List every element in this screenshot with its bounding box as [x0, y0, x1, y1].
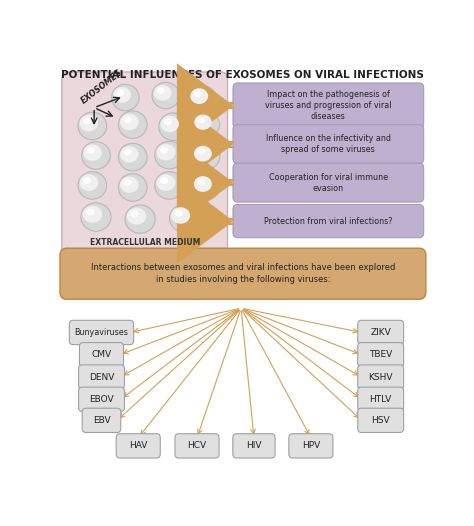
Ellipse shape: [113, 87, 131, 103]
Ellipse shape: [80, 115, 98, 132]
Text: POTENTIAL INFLUENCES OF EXOSOMES ON VIRAL INFECTIONS: POTENTIAL INFLUENCES OF EXOSOMES ON VIRA…: [62, 70, 424, 80]
Ellipse shape: [120, 176, 138, 193]
Ellipse shape: [82, 141, 110, 169]
Text: Cooperation for viral immune
evasion: Cooperation for viral immune evasion: [269, 173, 388, 193]
FancyBboxPatch shape: [358, 342, 404, 367]
Ellipse shape: [83, 145, 102, 161]
Text: KSHV: KSHV: [368, 372, 393, 381]
Ellipse shape: [155, 171, 184, 199]
Ellipse shape: [160, 147, 168, 154]
Ellipse shape: [154, 85, 172, 101]
Text: HTLV: HTLV: [370, 395, 392, 404]
FancyBboxPatch shape: [358, 320, 404, 345]
Ellipse shape: [124, 149, 132, 156]
Ellipse shape: [118, 143, 147, 171]
FancyBboxPatch shape: [82, 408, 121, 432]
Text: HAV: HAV: [129, 441, 147, 450]
Ellipse shape: [124, 116, 132, 123]
Text: CMV: CMV: [91, 350, 111, 359]
Text: ZIKV: ZIKV: [370, 328, 391, 337]
Text: TBEV: TBEV: [369, 350, 392, 359]
Text: HPV: HPV: [302, 441, 320, 450]
Ellipse shape: [155, 141, 184, 169]
Text: Interactions between exosomes and viral infections have been explored
in studies: Interactions between exosomes and viral …: [91, 264, 395, 284]
Ellipse shape: [192, 174, 220, 200]
Ellipse shape: [82, 206, 102, 222]
Ellipse shape: [120, 146, 138, 163]
Text: EBOV: EBOV: [89, 395, 114, 404]
Text: Influence on the infectivity and
spread of some viruses: Influence on the infectivity and spread …: [266, 134, 391, 154]
FancyBboxPatch shape: [80, 342, 124, 367]
Ellipse shape: [83, 177, 91, 184]
Ellipse shape: [197, 148, 205, 155]
Text: EXOSOMES: EXOSOMES: [80, 68, 124, 106]
Text: EXTRACELLULAR MEDIUM: EXTRACELLULAR MEDIUM: [91, 238, 201, 247]
FancyBboxPatch shape: [289, 434, 333, 458]
Ellipse shape: [175, 210, 183, 217]
Ellipse shape: [78, 171, 107, 199]
FancyBboxPatch shape: [358, 365, 404, 389]
FancyBboxPatch shape: [233, 163, 424, 202]
FancyBboxPatch shape: [233, 205, 424, 238]
Ellipse shape: [160, 116, 179, 132]
Ellipse shape: [160, 177, 168, 184]
FancyBboxPatch shape: [233, 434, 275, 458]
FancyBboxPatch shape: [116, 434, 160, 458]
Ellipse shape: [87, 147, 95, 154]
Ellipse shape: [171, 207, 190, 224]
Ellipse shape: [192, 143, 220, 169]
FancyBboxPatch shape: [79, 387, 125, 411]
Ellipse shape: [198, 117, 205, 123]
Text: Bunyaviruses: Bunyaviruses: [74, 328, 128, 337]
Ellipse shape: [156, 144, 175, 160]
FancyBboxPatch shape: [175, 434, 219, 458]
Ellipse shape: [127, 208, 146, 225]
Ellipse shape: [83, 117, 91, 124]
Ellipse shape: [164, 118, 172, 125]
Ellipse shape: [190, 88, 208, 104]
FancyBboxPatch shape: [358, 387, 404, 411]
Ellipse shape: [156, 175, 175, 191]
Ellipse shape: [189, 86, 216, 112]
FancyBboxPatch shape: [69, 320, 134, 345]
FancyBboxPatch shape: [233, 125, 424, 164]
Ellipse shape: [193, 112, 219, 137]
Ellipse shape: [81, 203, 111, 231]
Ellipse shape: [118, 111, 147, 138]
Ellipse shape: [86, 208, 95, 216]
Text: HSV: HSV: [371, 416, 390, 425]
Ellipse shape: [130, 210, 139, 217]
Ellipse shape: [152, 83, 180, 109]
Ellipse shape: [124, 179, 132, 186]
Ellipse shape: [111, 84, 139, 110]
FancyBboxPatch shape: [60, 248, 426, 299]
Ellipse shape: [159, 113, 187, 140]
Text: HCV: HCV: [187, 441, 207, 450]
Ellipse shape: [194, 90, 201, 97]
Text: Protection from viral infections?: Protection from viral infections?: [264, 217, 392, 226]
Ellipse shape: [157, 87, 164, 94]
FancyBboxPatch shape: [62, 72, 228, 259]
Text: DENV: DENV: [89, 372, 114, 381]
Ellipse shape: [80, 175, 98, 191]
Text: Impact on the pathogenesis of
viruses and progression of viral
diseases: Impact on the pathogenesis of viruses an…: [265, 90, 392, 122]
Ellipse shape: [78, 112, 107, 140]
Ellipse shape: [197, 179, 205, 185]
Ellipse shape: [120, 114, 138, 130]
Text: HIV: HIV: [246, 441, 262, 450]
Ellipse shape: [194, 146, 212, 161]
Text: EBV: EBV: [93, 416, 110, 425]
Ellipse shape: [117, 89, 124, 96]
Ellipse shape: [170, 205, 199, 232]
Ellipse shape: [194, 176, 212, 192]
FancyBboxPatch shape: [233, 83, 424, 128]
FancyBboxPatch shape: [79, 365, 125, 389]
Ellipse shape: [194, 115, 212, 130]
Ellipse shape: [118, 174, 147, 201]
Ellipse shape: [125, 205, 155, 233]
FancyBboxPatch shape: [358, 408, 404, 432]
